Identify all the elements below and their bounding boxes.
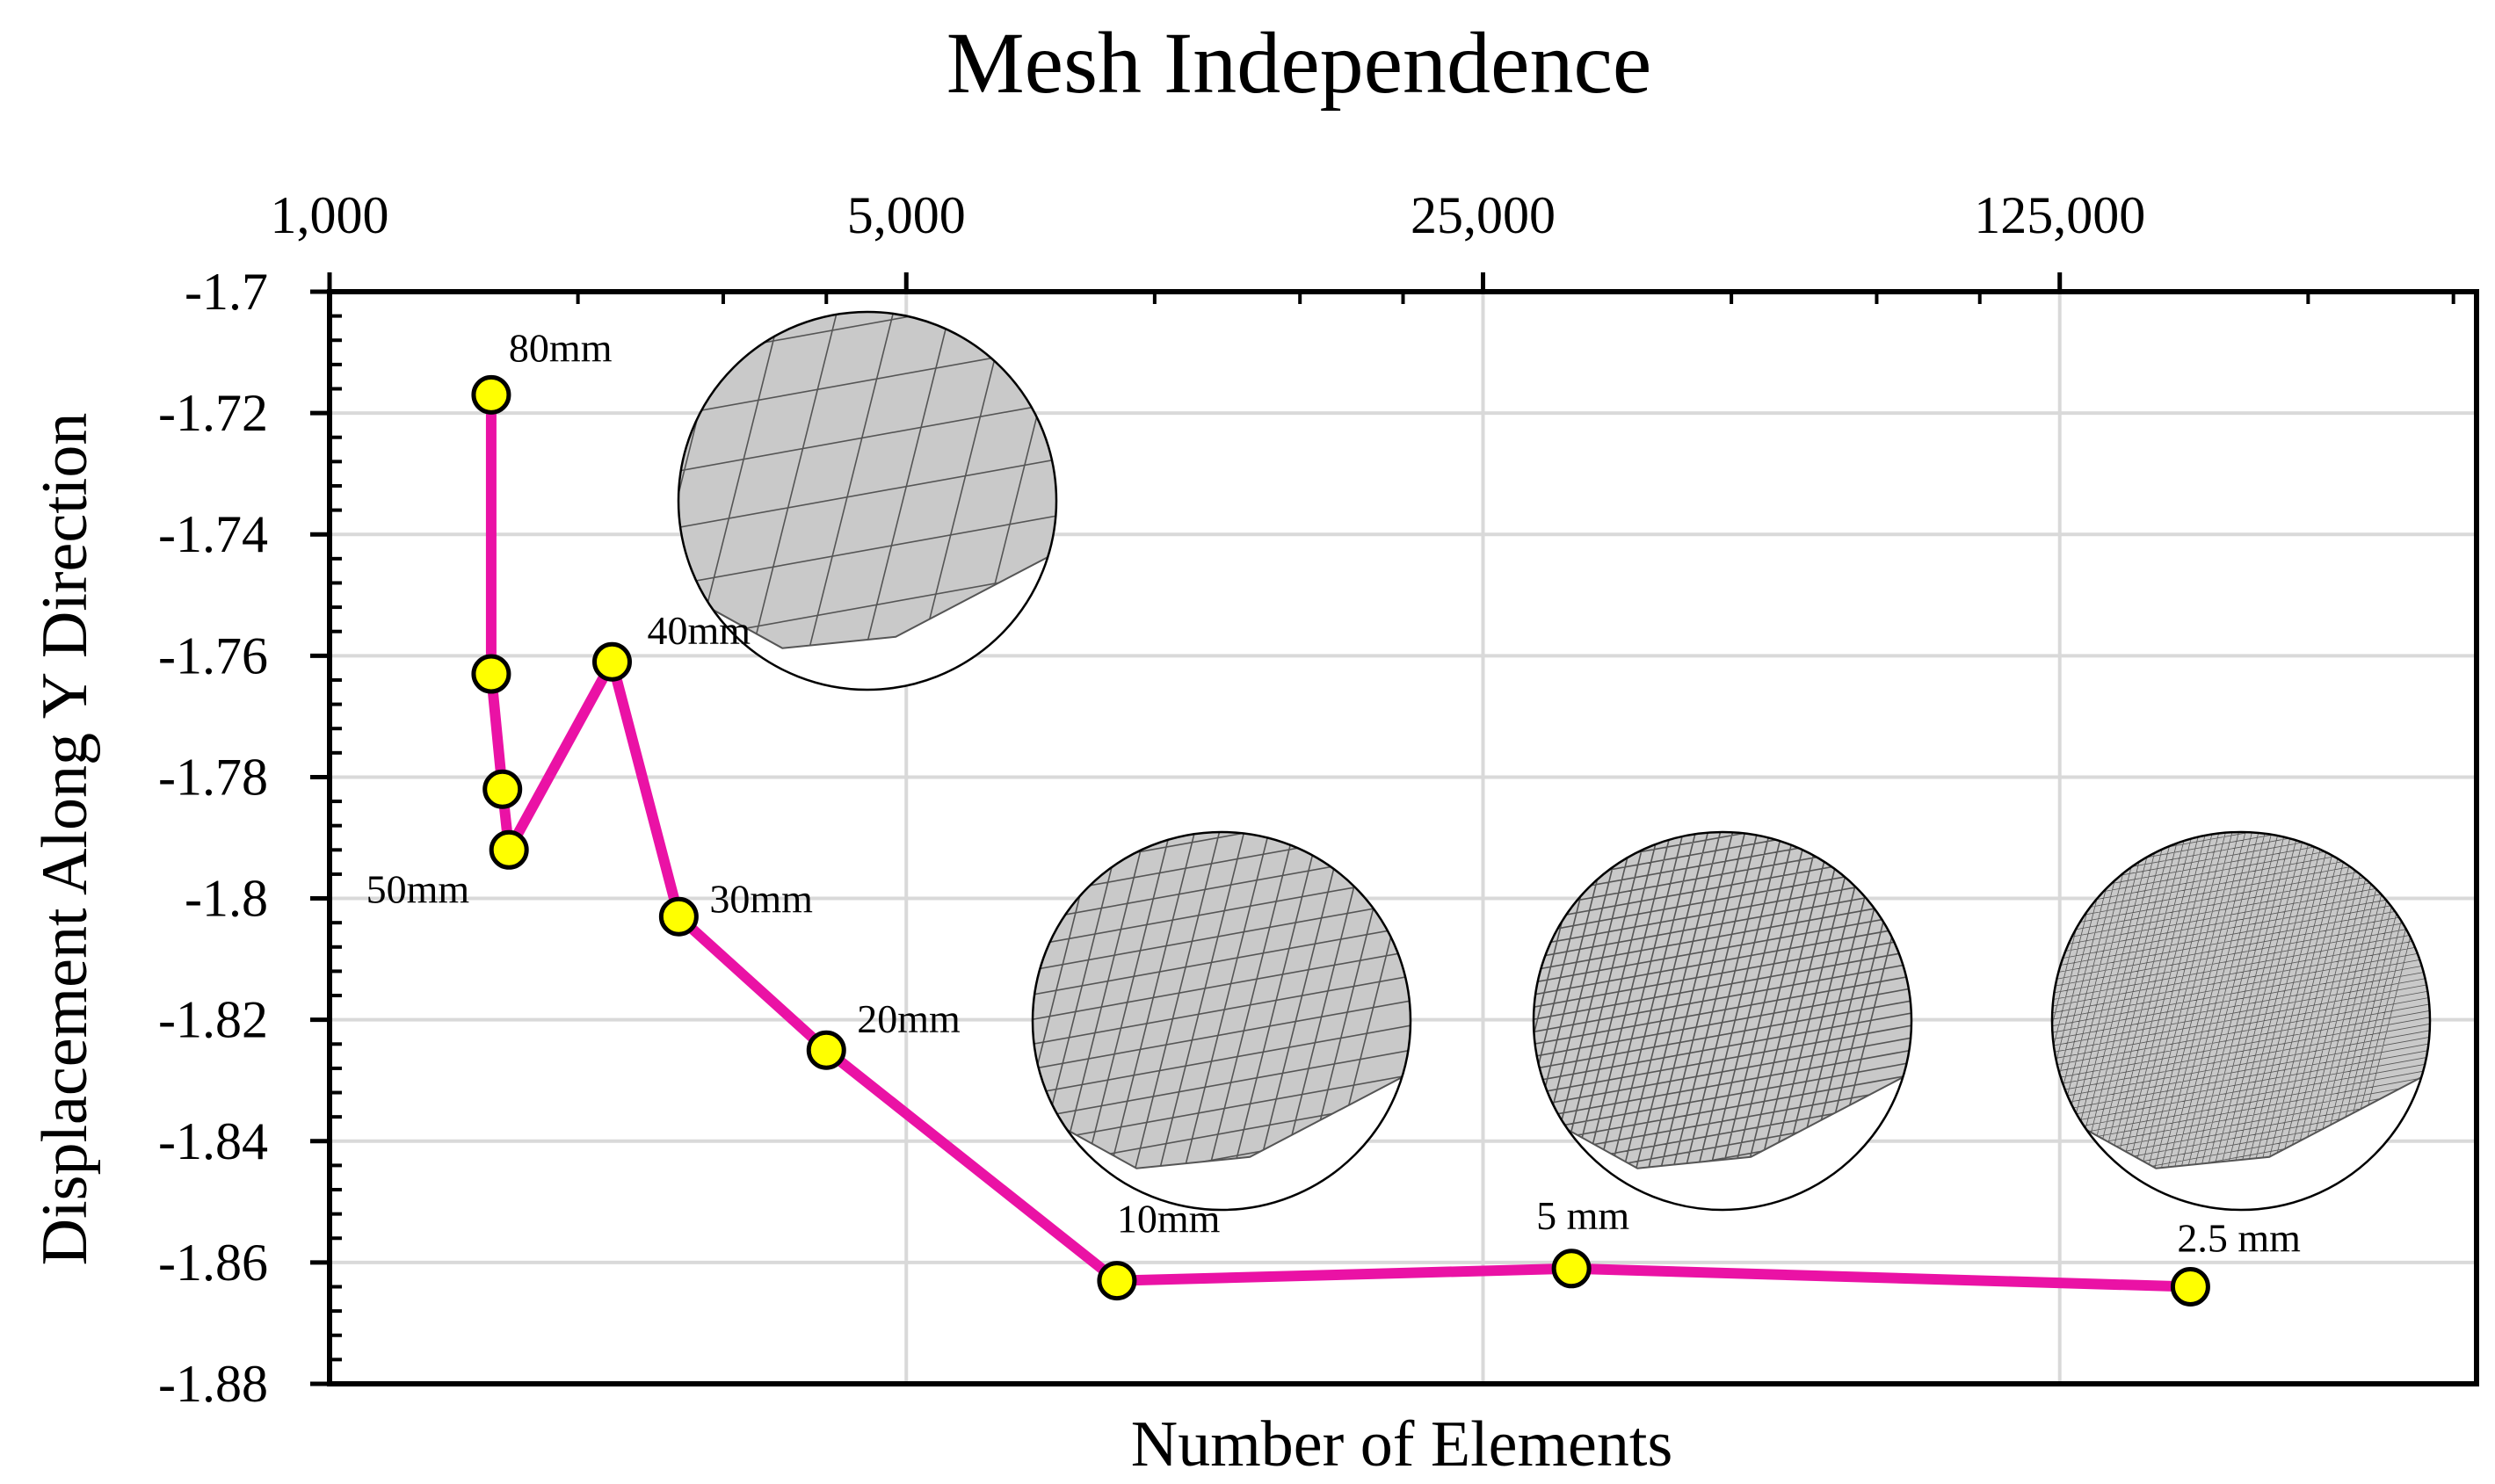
point-label: 2.5 mm bbox=[2177, 1216, 2301, 1261]
data-point bbox=[806, 1030, 846, 1070]
data-point bbox=[2170, 1267, 2210, 1307]
mesh-lines bbox=[678, 312, 1056, 648]
series bbox=[471, 374, 2210, 1307]
y-tick-label: -1.72 bbox=[158, 384, 268, 442]
grid bbox=[330, 292, 2477, 1384]
y-tick-label: -1.84 bbox=[158, 1112, 268, 1170]
mesh-inset-coarse bbox=[678, 312, 1056, 690]
mesh-inset-10mm bbox=[1033, 832, 1411, 1210]
point-label: 80mm bbox=[509, 325, 613, 370]
mesh-grid bbox=[1033, 832, 1411, 1169]
mesh-inset-5mm bbox=[1534, 832, 1911, 1210]
point-label: 30mm bbox=[709, 876, 813, 921]
mesh-lines bbox=[1534, 832, 1911, 1169]
x-axis-label: Number of Elements bbox=[1131, 1408, 1673, 1480]
plot-frame bbox=[327, 289, 2479, 1386]
point-label: 10mm bbox=[1117, 1197, 1221, 1241]
data-point bbox=[489, 829, 529, 870]
y-tick-label: -1.76 bbox=[158, 626, 268, 684]
data-point bbox=[1097, 1261, 1137, 1301]
mesh-lines bbox=[2052, 832, 2430, 1169]
data-point bbox=[482, 769, 523, 809]
x-tick-label: 1,000 bbox=[271, 186, 389, 244]
inset-border bbox=[1532, 830, 1913, 1212]
inset-border bbox=[677, 310, 1058, 691]
y-tick-label: -1.88 bbox=[158, 1355, 268, 1413]
point-label: 40mm bbox=[647, 608, 751, 653]
inset-border bbox=[2050, 830, 2432, 1212]
y-tick-label: -1.74 bbox=[158, 505, 268, 563]
x-tick-label: 25,000 bbox=[1411, 186, 1556, 244]
x-tick-label: 125,000 bbox=[1974, 186, 2145, 244]
mesh-insets bbox=[677, 310, 2432, 1212]
data-point bbox=[471, 654, 511, 694]
point-label: 20mm bbox=[857, 996, 961, 1041]
y-tick-label: -1.78 bbox=[158, 748, 268, 806]
mesh-inset-2-5mm bbox=[2052, 832, 2430, 1210]
y-tick-label: -1.86 bbox=[158, 1234, 268, 1292]
mesh-lines bbox=[1033, 832, 1411, 1169]
y-tick-label: -1.82 bbox=[158, 991, 268, 1049]
inset-border bbox=[1031, 830, 1412, 1212]
chart-title: Mesh Independence bbox=[947, 14, 1651, 112]
data-point bbox=[591, 641, 632, 682]
series-line bbox=[485, 395, 2191, 1292]
mesh-grid bbox=[678, 312, 1056, 648]
mesh-grid bbox=[2052, 832, 2430, 1169]
point-label: 50mm bbox=[366, 866, 470, 911]
mesh-plate bbox=[678, 312, 1056, 649]
y-tick-label: -1.8 bbox=[185, 870, 268, 928]
data-point bbox=[1551, 1249, 1592, 1289]
mesh-plate bbox=[1033, 832, 1411, 1169]
y-tick-label: -1.7 bbox=[185, 263, 268, 321]
data-point bbox=[658, 896, 699, 937]
x-tick-label: 5,000 bbox=[847, 186, 966, 244]
axes: -1.7 -1.72 -1.74 -1.76 -1.78 -1.8 -1.82 -1.84 -1… bbox=[158, 186, 2479, 1413]
point-labels: 80mm 50mm 40mm 30mm 20mm 10mm 5 mm 2.5 mm bbox=[366, 325, 2302, 1260]
point-label: 5 mm bbox=[1536, 1193, 1629, 1238]
mesh-grid bbox=[1534, 832, 1911, 1169]
y-axis-label: Displacement Along Y Direction bbox=[29, 413, 101, 1266]
data-point bbox=[471, 374, 511, 415]
